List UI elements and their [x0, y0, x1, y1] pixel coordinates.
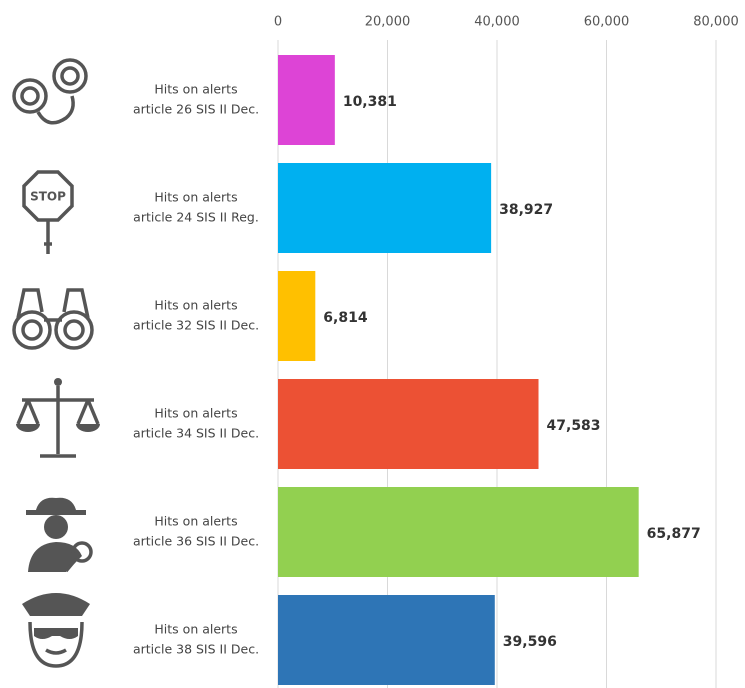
handcuffs-icon: [12, 58, 88, 125]
category-label: Hits on alerts: [154, 622, 237, 637]
category-label: Hits on alerts: [154, 298, 237, 313]
category-label: article 38 SIS II Dec.: [133, 642, 259, 657]
category-label: article 32 SIS II Dec.: [133, 318, 259, 333]
bar: [278, 271, 316, 361]
binoculars-icon: [12, 288, 94, 350]
bar: [278, 379, 539, 469]
category-label: article 24 SIS II Reg.: [133, 210, 259, 225]
value-label: 39,596: [503, 634, 557, 650]
scales-icon: [16, 378, 100, 458]
detective-icon: [26, 497, 93, 573]
bar: [278, 163, 492, 253]
bar: [278, 487, 639, 577]
category-label: article 34 SIS II Dec.: [133, 426, 259, 441]
value-label: 6,814: [323, 310, 368, 326]
stop-sign-icon: STOP: [22, 170, 74, 254]
category-label: Hits on alerts: [154, 514, 237, 529]
stop-text: STOP: [30, 190, 66, 204]
value-label: 65,877: [647, 526, 701, 542]
category-label: article 26 SIS II Dec.: [133, 102, 259, 117]
value-label: 38,927: [499, 202, 553, 218]
x-tick-label: 0: [274, 15, 282, 30]
x-tick-label: 80,000: [693, 15, 739, 30]
x-tick-label: 40,000: [474, 15, 520, 30]
category-label: Hits on alerts: [154, 82, 237, 97]
police-icon: [22, 593, 90, 668]
bar: [278, 595, 495, 685]
value-label: 47,583: [547, 418, 601, 434]
category-label: Hits on alerts: [154, 406, 237, 421]
x-tick-label: 20,000: [365, 15, 411, 30]
value-label: 10,381: [343, 94, 397, 110]
icons: STOP: [12, 58, 100, 668]
bar: [278, 55, 335, 145]
category-label: article 36 SIS II Dec.: [133, 534, 259, 549]
x-tick-label: 60,000: [584, 15, 630, 30]
category-label: Hits on alerts: [154, 190, 237, 205]
